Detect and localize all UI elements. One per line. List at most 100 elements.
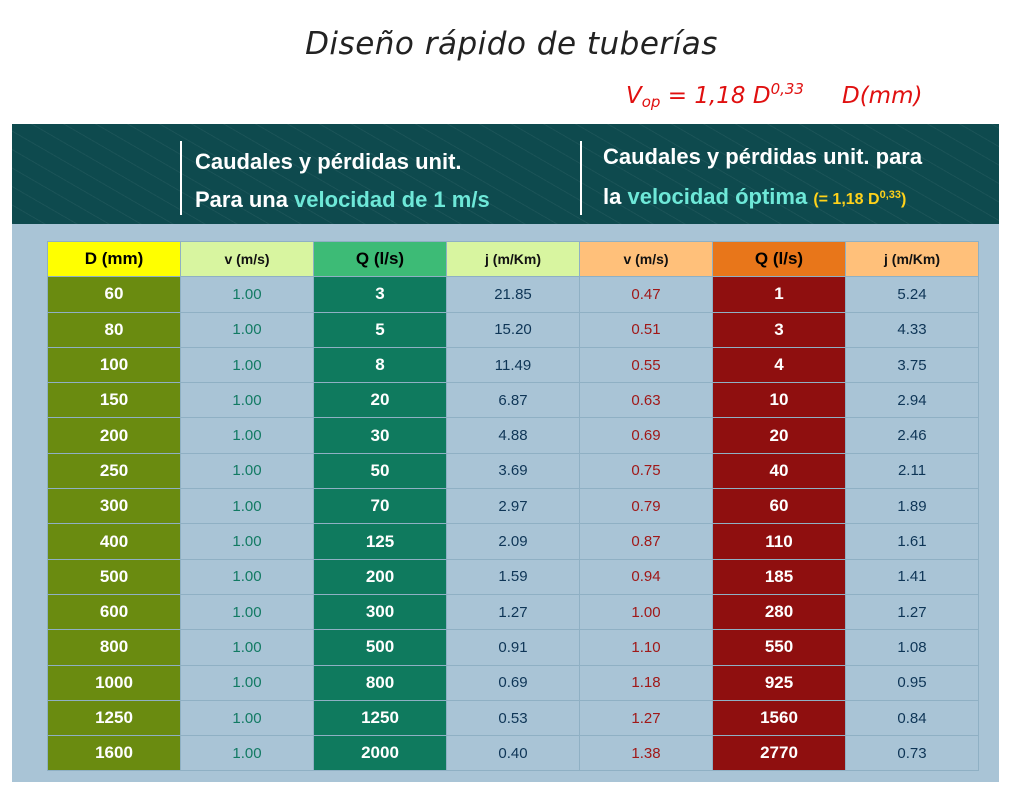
cell-velocity-unit: 1.00 [180,735,314,772]
cell-loss-optimal: 0.84 [845,699,979,737]
cell-flow-optimal: 110 [712,523,846,560]
column-header-flow-optimal: Q (l/s) [712,240,846,278]
table-row: 200 1.00 30 4.88 0.69 20 2.46 [47,417,979,454]
cell-velocity-optimal: 1.27 [579,699,713,737]
table-row: 100 1.00 8 11.49 0.55 4 3.75 [47,346,979,384]
cell-velocity-optimal: 1.18 [579,664,713,701]
cell-velocity-unit: 1.00 [180,346,314,384]
cell-velocity-unit: 1.00 [180,664,314,701]
header-right-line2: la velocidad óptima (= 1,18 D0,33) [603,176,922,219]
cell-flow-unit: 800 [313,664,447,701]
cell-velocity-unit: 1.00 [180,452,314,490]
cell-flow-optimal: 3 [712,311,846,348]
cell-flow-unit: 30 [313,417,447,454]
cell-loss-optimal: 5.24 [845,276,979,313]
cell-diameter: 100 [47,346,181,384]
cell-velocity-unit: 1.00 [180,276,314,313]
table-header-banner: Caudales y pérdidas unit. Para una veloc… [12,124,999,224]
header-right-eq-text: (= 1,18 D [813,191,880,208]
column-header-loss-unit: j (m/Km) [446,240,580,278]
cell-flow-unit: 300 [313,593,447,631]
cell-loss-optimal: 3.75 [845,346,979,384]
cell-velocity-optimal: 1.00 [579,593,713,631]
table-row: 80 1.00 5 15.20 0.51 3 4.33 [47,311,979,348]
cell-diameter: 60 [47,276,181,313]
header-divider [180,141,182,215]
header-left-line2: Para una velocidad de 1 m/s [195,181,490,219]
table-row: 1250 1.00 1250 0.53 1.27 1560 0.84 [47,699,979,737]
cell-flow-unit: 50 [313,452,447,490]
cell-loss-unit: 0.40 [446,735,580,772]
cell-flow-optimal: 20 [712,417,846,454]
cell-flow-optimal: 60 [712,488,846,525]
cell-loss-unit: 2.09 [446,523,580,560]
header-right-eq: (= 1,18 D0,33) [813,189,907,208]
cell-loss-unit: 15.20 [446,311,580,348]
cell-velocity-optimal: 0.63 [579,382,713,419]
table-row: 1000 1.00 800 0.69 1.18 925 0.95 [47,664,979,701]
header-right-highlight: velocidad óptima [627,184,808,209]
cell-loss-optimal: 4.33 [845,311,979,348]
table-row: 800 1.00 500 0.91 1.10 550 1.08 [47,629,979,666]
cell-loss-unit: 0.91 [446,629,580,666]
cell-flow-optimal: 4 [712,346,846,384]
header-unit-velocity: Caudales y pérdidas unit. Para una veloc… [195,143,490,219]
cell-velocity-unit: 1.00 [180,593,314,631]
cell-loss-unit: 1.27 [446,593,580,631]
cell-diameter: 250 [47,452,181,490]
cell-diameter: 150 [47,382,181,419]
cell-flow-unit: 200 [313,558,447,595]
cell-flow-optimal: 185 [712,558,846,595]
cell-loss-optimal: 1.41 [845,558,979,595]
cell-diameter: 200 [47,417,181,454]
header-optimal-velocity: Caudales y pérdidas unit. para la veloci… [603,138,922,219]
formula-unit: D(mm) [841,83,923,109]
cell-flow-unit: 70 [313,488,447,525]
table-row: 250 1.00 50 3.69 0.75 40 2.11 [47,452,979,490]
column-header-velocity-unit: v (m/s) [180,240,314,278]
pipe-design-table: D (mm) v (m/s) Q (l/s) j (m/Km) v (m/s) … [47,240,979,772]
cell-loss-optimal: 1.89 [845,488,979,525]
header-right-line1: Caudales y pérdidas unit. para [603,144,923,169]
formula-v-sub: op [641,93,661,111]
cell-velocity-unit: 1.00 [180,523,314,560]
cell-velocity-optimal: 0.94 [579,558,713,595]
cell-flow-optimal: 550 [712,629,846,666]
header-right-eq-close: ) [901,191,907,208]
table-row: 400 1.00 125 2.09 0.87 110 1.61 [47,523,979,560]
cell-flow-optimal: 40 [712,452,846,490]
cell-flow-optimal: 1 [712,276,846,313]
cell-loss-unit: 0.53 [446,699,580,737]
table-row: 1600 1.00 2000 0.40 1.38 2770 0.73 [47,735,979,772]
table-row: 150 1.00 20 6.87 0.63 10 2.94 [47,382,979,419]
cell-velocity-optimal: 1.10 [579,629,713,666]
cell-flow-unit: 5 [313,311,447,348]
cell-velocity-optimal: 0.87 [579,523,713,560]
cell-loss-optimal: 1.08 [845,629,979,666]
page-title: Diseño rápido de tuberías [305,26,718,62]
cell-diameter: 1000 [47,664,181,701]
cell-velocity-unit: 1.00 [180,629,314,666]
cell-diameter: 300 [47,488,181,525]
cell-flow-optimal: 10 [712,382,846,419]
table-header-row: D (mm) v (m/s) Q (l/s) j (m/Km) v (m/s) … [47,240,979,278]
cell-flow-optimal: 280 [712,593,846,631]
table-row: 60 1.00 3 21.85 0.47 1 5.24 [47,276,979,313]
cell-flow-unit: 3 [313,276,447,313]
cell-flow-optimal: 1560 [712,699,846,737]
cell-loss-unit: 6.87 [446,382,580,419]
column-header-flow-unit: Q (l/s) [313,240,447,278]
cell-flow-unit: 1250 [313,699,447,737]
header-left-line1: Caudales y pérdidas unit. [195,149,462,174]
cell-velocity-optimal: 0.69 [579,417,713,454]
cell-flow-unit: 2000 [313,735,447,772]
cell-loss-unit: 2.97 [446,488,580,525]
cell-velocity-unit: 1.00 [180,417,314,454]
cell-loss-unit: 11.49 [446,346,580,384]
cell-loss-optimal: 0.73 [845,735,979,772]
cell-velocity-unit: 1.00 [180,488,314,525]
cell-diameter: 500 [47,558,181,595]
table-row: 600 1.00 300 1.27 1.00 280 1.27 [47,593,979,631]
header-right-eq-exp: 0,33 [879,189,901,201]
cell-loss-optimal: 1.61 [845,523,979,560]
